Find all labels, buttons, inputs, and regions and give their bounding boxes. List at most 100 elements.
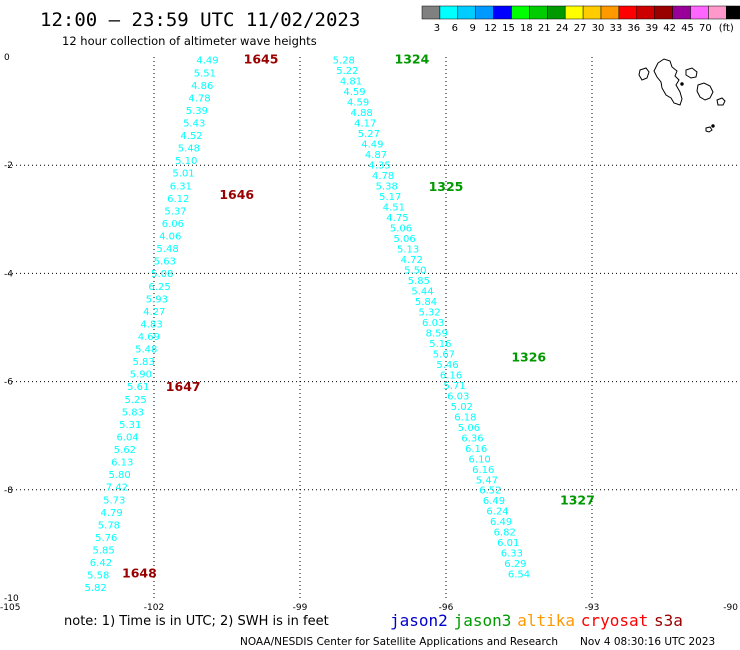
wave-height-value: 5.46 bbox=[436, 360, 458, 371]
y-tick-label: 0 bbox=[4, 53, 10, 63]
legend-swatch bbox=[618, 5, 638, 20]
wave-height-value: 5.71 bbox=[444, 381, 466, 392]
wave-height-value: 6.18 bbox=[454, 412, 476, 423]
wave-height-value: 4.17 bbox=[354, 119, 376, 130]
wave-height-value: 5.90 bbox=[130, 370, 152, 381]
satellite-jason3: jason3 bbox=[454, 611, 512, 630]
pass-time-label: 1326 bbox=[511, 349, 546, 364]
grid bbox=[8, 57, 738, 598]
wave-height-value: 4.78 bbox=[372, 171, 394, 182]
pass-time-label: 1325 bbox=[429, 179, 464, 194]
wave-height-value: 4.72 bbox=[401, 255, 423, 266]
x-tick-label: -105 bbox=[0, 603, 20, 613]
wave-height-value: 6.49 bbox=[483, 496, 505, 507]
island-santiago bbox=[685, 67, 698, 79]
legend-swatch bbox=[511, 5, 530, 20]
wave-height-value: 5.62 bbox=[114, 445, 136, 456]
island-isabela bbox=[653, 58, 683, 106]
satellite-altika: altika bbox=[517, 611, 575, 630]
wave-height-value: 6.33 bbox=[501, 549, 523, 560]
wave-height-value: 5.32 bbox=[418, 307, 440, 318]
wave-height-value: 5.06 bbox=[458, 423, 480, 434]
legend-swatch bbox=[564, 5, 584, 20]
legend-label: (ft) bbox=[719, 23, 734, 34]
legend-label: 30 bbox=[592, 23, 605, 34]
wave-height-value: 5.02 bbox=[451, 402, 473, 413]
legend-label: 3 bbox=[434, 23, 440, 34]
legend-label: 27 bbox=[574, 23, 587, 34]
wave-height-value: 5.61 bbox=[127, 382, 149, 393]
wave-height-value: 4.81 bbox=[340, 77, 362, 88]
wave-height-value: 6.06 bbox=[162, 219, 184, 230]
y-tick-label: -6 bbox=[4, 378, 13, 388]
x-tick-label: -102 bbox=[144, 603, 164, 613]
pass-time-label: 1645 bbox=[244, 52, 279, 67]
wave-height-value: 5.84 bbox=[415, 297, 437, 308]
units-note: note: 1) Time is in UTC; 2) SWH is in fe… bbox=[64, 614, 329, 629]
wave-height-value: 4.88 bbox=[351, 108, 373, 119]
wave-height-value: 5.13 bbox=[397, 245, 419, 256]
legend-swatch bbox=[529, 5, 548, 20]
wave-height-value: 6.13 bbox=[111, 458, 133, 469]
credit-line: NOAA/NESDIS Center for Satellite Applica… bbox=[240, 636, 558, 648]
wave-height-value: 5.27 bbox=[358, 129, 380, 140]
legend-swatch bbox=[708, 5, 727, 20]
legend-swatch bbox=[475, 5, 494, 20]
legend-label: 24 bbox=[556, 23, 569, 34]
wave-height-value: 5.22 bbox=[336, 66, 358, 77]
pass-time-label: 1324 bbox=[395, 52, 430, 67]
wave-height-value: 5.82 bbox=[84, 583, 106, 594]
wave-height-value: 8.59 bbox=[426, 328, 448, 339]
legend-label: 18 bbox=[520, 23, 533, 34]
wave-height-value: 6.12 bbox=[167, 194, 189, 205]
wave-height-value: 5.31 bbox=[119, 420, 141, 431]
wave-height-value: 4.75 bbox=[386, 213, 408, 224]
legend-swatch bbox=[493, 5, 512, 20]
wave-height-value: 5.06 bbox=[390, 224, 412, 235]
wave-height-value: 5.08 bbox=[151, 269, 173, 280]
wave-height-value: 6.16 bbox=[465, 444, 487, 455]
wave-height-value: 5.25 bbox=[124, 395, 146, 406]
wave-height-value: 6.04 bbox=[116, 432, 138, 443]
wave-height-value: 6.82 bbox=[494, 528, 516, 539]
wave-height-value: 6.52 bbox=[479, 486, 501, 497]
wave-height-value: 5.17 bbox=[379, 192, 401, 203]
legend-swatch bbox=[672, 5, 691, 20]
wave-height-value: 5.01 bbox=[172, 169, 194, 180]
wave-height-value: 5.16 bbox=[429, 339, 451, 350]
wave-height-value: 4.59 bbox=[347, 98, 369, 109]
satellite-cryosat: cryosat bbox=[581, 611, 648, 630]
wave-height-value: 6.49 bbox=[490, 517, 512, 528]
legend-label: 21 bbox=[538, 23, 551, 34]
legend-swatch bbox=[457, 5, 476, 20]
coastline-map bbox=[638, 58, 726, 133]
y-tick-label: -10 bbox=[4, 594, 19, 604]
wave-height-value: 4.27 bbox=[143, 307, 165, 318]
wave-height-value: 5.83 bbox=[122, 407, 144, 418]
island-espanola bbox=[705, 126, 713, 133]
wave-height-value: 5.28 bbox=[333, 56, 355, 67]
wave-height-value: 4.51 bbox=[383, 203, 405, 214]
chart-subtitle: 12 hour collection of altimeter wave hei… bbox=[62, 34, 317, 48]
wave-height-value: 6.54 bbox=[508, 570, 530, 581]
legend-swatch bbox=[582, 5, 602, 20]
wave-height-value: 5.93 bbox=[146, 294, 168, 305]
wave-height-value: 6.03 bbox=[447, 391, 469, 402]
wave-height-value: 6.24 bbox=[486, 507, 508, 518]
pass-time-label: 1327 bbox=[560, 493, 595, 508]
wave-height-value: 6.25 bbox=[148, 282, 170, 293]
wave-height-value: 6.42 bbox=[90, 558, 112, 569]
wave-height-value: 4.69 bbox=[138, 332, 160, 343]
wave-height-value: 4.06 bbox=[159, 232, 181, 243]
islet bbox=[711, 124, 715, 128]
chart-title: 12:00 – 23:59 UTC 11/02/2023 bbox=[40, 9, 360, 31]
satellite-jason2: jason2 bbox=[390, 611, 448, 630]
legend-label: 42 bbox=[663, 23, 676, 34]
wave-height-value: 6.16 bbox=[472, 465, 494, 476]
wave-height-value: 4.87 bbox=[365, 150, 387, 161]
wave-height-value: 5.73 bbox=[103, 495, 125, 506]
wave-height-value: 5.83 bbox=[132, 357, 154, 368]
legend-label: 70 bbox=[699, 23, 712, 34]
legend-swatch bbox=[439, 5, 459, 20]
